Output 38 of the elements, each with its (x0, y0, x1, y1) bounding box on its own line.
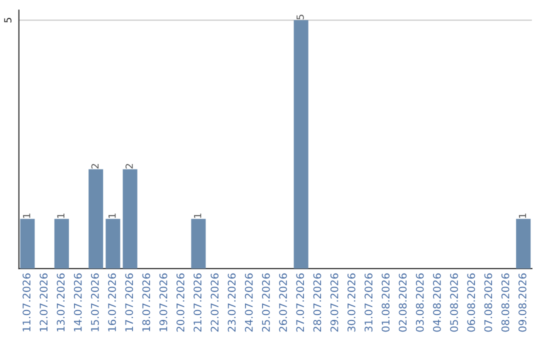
x-tick-label: 29.07.2026 (330, 273, 338, 332)
x-tick-label: 31.07.2026 (364, 273, 372, 332)
x-tick-label: 06.08.2026 (467, 273, 476, 332)
data-label: 2 (126, 164, 133, 169)
x-tick-label: 17.07.2026 (125, 273, 134, 332)
x-tick-label: 12.07.2026 (40, 273, 48, 332)
x-tick-label: 13.07.2026 (56, 273, 65, 332)
x-tick-label: 05.08.2026 (450, 273, 458, 332)
data-label: 5 (296, 14, 304, 20)
x-tick-label: 27.07.2026 (296, 273, 304, 332)
x-tick-label: 20.07.2026 (176, 273, 184, 332)
x-tick-label: 21.07.2026 (194, 273, 202, 332)
data-label: 1 (23, 214, 30, 218)
x-tick-label: 04.08.2026 (432, 273, 441, 332)
x-tick-label: 14.07.2026 (74, 273, 82, 332)
x-tick-label: 23.07.2026 (228, 273, 236, 332)
data-label: 1 (57, 214, 64, 218)
x-tick-label: 09.08.2026 (518, 273, 526, 332)
x-tick-label: 01.08.2026 (382, 273, 390, 332)
x-tick-label: 07.08.2026 (484, 273, 492, 332)
data-label: 2 (91, 164, 99, 169)
data-label: 1 (194, 214, 202, 218)
x-tick-label: 28.07.2026 (313, 273, 322, 332)
x-tick-label: 03.08.2026 (416, 273, 424, 332)
x-tick-label: 08.08.2026 (501, 273, 510, 332)
x-tick-label: 18.07.2026 (142, 273, 150, 332)
data-label: 1 (518, 214, 526, 218)
data-label: 1 (108, 214, 116, 218)
x-tick-label: 16.07.2026 (108, 273, 116, 332)
x-tick-label: 02.08.2026 (398, 273, 407, 332)
x-tick-label: 25.07.2026 (262, 273, 270, 332)
x-tick-label: 19.07.2026 (159, 273, 168, 332)
x-tick-label: 26.07.2026 (279, 273, 287, 332)
x-tick-label: 15.07.2026 (90, 273, 99, 332)
x-tick-label: 11.07.2026 (22, 273, 30, 332)
x-tick-label: 22.07.2026 (210, 273, 219, 332)
x-tick-label: 30.07.2026 (347, 273, 356, 332)
x-tick-label: 24.07.2026 (244, 273, 253, 332)
